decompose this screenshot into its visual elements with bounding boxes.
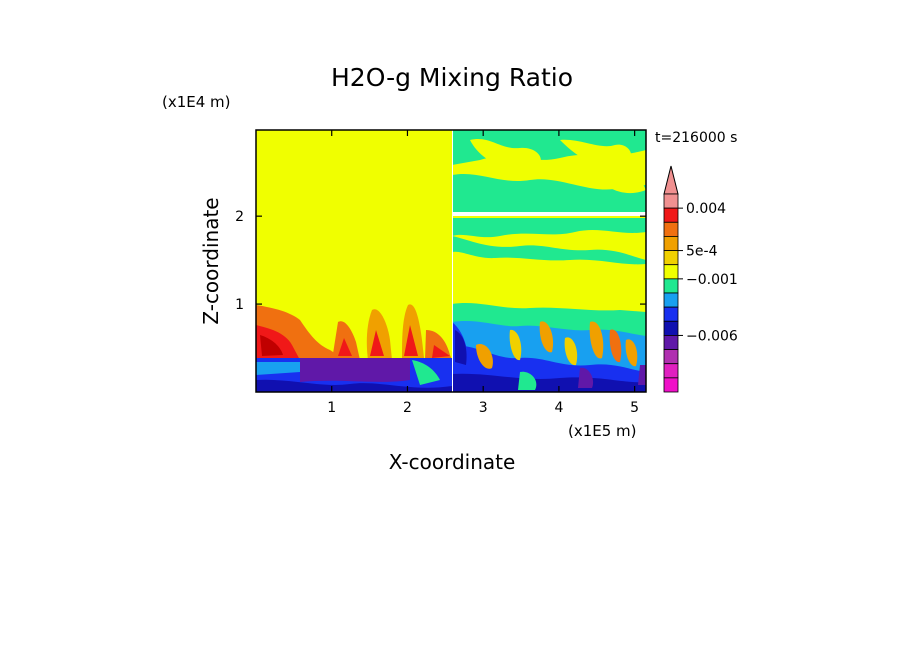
colorbar-swatch bbox=[663, 207, 679, 223]
x-tick-label: 3 bbox=[479, 400, 488, 416]
colorbar-swatch bbox=[663, 292, 679, 308]
colorbar-label: −0.001 bbox=[686, 272, 738, 288]
colorbar-swatch bbox=[663, 335, 679, 350]
colorbar-swatch bbox=[663, 236, 679, 251]
y-axis-label: Z-coordinate bbox=[199, 197, 223, 324]
colorbar-swatch bbox=[663, 250, 679, 266]
x-tick-label: 4 bbox=[554, 400, 563, 416]
colorbar-swatch bbox=[663, 377, 679, 393]
heatmap-field bbox=[256, 130, 646, 392]
time-label: t=216000 s bbox=[655, 130, 737, 146]
colorbar: 0.004 5e-4 −0.001 −0.006 bbox=[663, 165, 738, 393]
colorbar-label: 5e-4 bbox=[686, 244, 718, 260]
y-tick-label: 1 bbox=[235, 297, 244, 313]
chart-title: H2O-g Mixing Ratio bbox=[331, 63, 573, 92]
colorbar-swatch bbox=[663, 306, 679, 322]
colorbar-swatch bbox=[663, 349, 679, 365]
colorbar-label: 0.004 bbox=[686, 201, 726, 217]
plot-frame bbox=[255, 129, 647, 393]
x-scale-label: (x1E5 m) bbox=[568, 422, 637, 440]
colorbar-swatch bbox=[663, 363, 679, 379]
colorbar-swatch bbox=[663, 264, 679, 280]
colorbar-swatch bbox=[663, 193, 679, 209]
x-tick-label: 1 bbox=[327, 400, 336, 416]
colorbar-swatch bbox=[663, 278, 679, 294]
colorbar-swatch bbox=[663, 221, 679, 237]
x-ticks: 1 2 3 4 5 bbox=[327, 130, 639, 416]
y-ticks: 12 bbox=[235, 209, 646, 313]
colorbar-swatch bbox=[663, 320, 679, 336]
colorbar-arrow bbox=[663, 165, 679, 195]
y-tick-label: 2 bbox=[235, 209, 244, 225]
colorbar-label: −0.006 bbox=[686, 328, 738, 344]
x-axis-label: X-coordinate bbox=[389, 450, 516, 474]
x-tick-label: 2 bbox=[403, 400, 412, 416]
y-scale-label: (x1E4 m) bbox=[162, 93, 231, 111]
x-tick-label: 5 bbox=[630, 400, 639, 416]
